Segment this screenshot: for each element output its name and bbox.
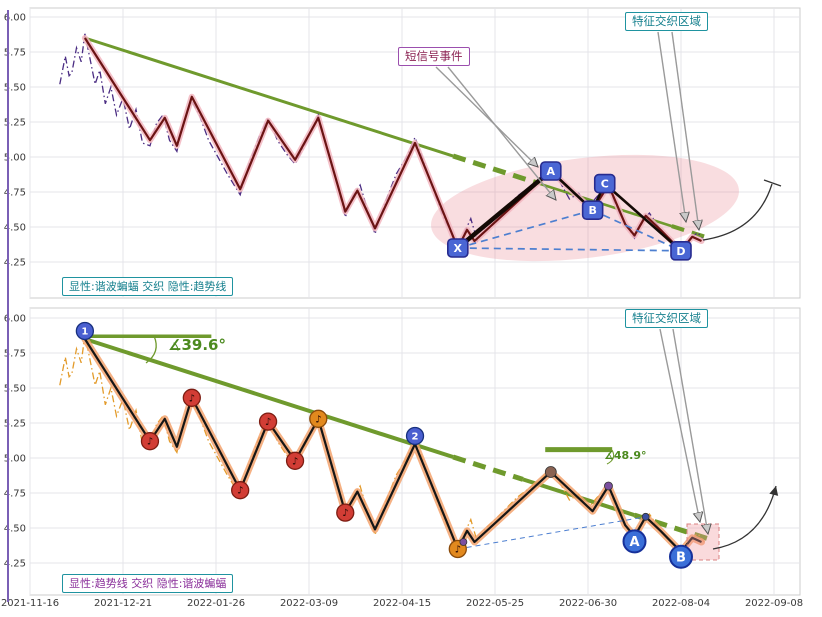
legend-bottom-panel: 显性:趋势线 交织 隐性:谐波蝙蝠	[62, 574, 234, 593]
trendline-segment	[633, 512, 715, 543]
annotation-arrow	[659, 328, 700, 522]
marker-text: 1	[81, 327, 88, 338]
annotation-arrow	[671, 31, 699, 230]
pattern-line	[603, 182, 683, 253]
pattern-label-text: X	[454, 242, 463, 255]
pattern-label-box	[593, 173, 616, 194]
curved-arrow-top	[702, 183, 773, 241]
pattern-point-circle	[669, 544, 693, 569]
angle-annotation-main: ∡39.6°	[168, 336, 226, 354]
marker-text: A	[629, 535, 639, 550]
hidden-pattern-dashed-line	[457, 516, 646, 550]
x-tick-label: 2022-01-26	[187, 598, 245, 609]
note-marker-circle	[336, 503, 355, 522]
annotation-arrow	[657, 31, 686, 222]
annotation-arrow	[672, 328, 708, 534]
y-tick-label: 6.00	[4, 13, 26, 24]
angle-arc	[145, 335, 157, 364]
left-accent-bar	[7, 10, 9, 602]
pattern-label-text: A	[547, 165, 556, 178]
y-tick-label: 4.75	[4, 188, 26, 199]
curved-arrow-endbar	[763, 179, 782, 187]
vertex-dot	[641, 512, 650, 521]
pattern-dashed-line	[457, 247, 682, 252]
y-tick-label: 5.00	[4, 153, 26, 164]
feature-zone-label-bottom: 特征交织区域	[625, 309, 708, 328]
sequence-number-circle	[75, 321, 95, 341]
pattern-label-text: B	[588, 204, 596, 217]
y-tick-label: 5.75	[4, 349, 26, 360]
y-tick-label: 4.25	[4, 559, 26, 570]
y-tick-label: 5.25	[4, 419, 26, 430]
trendline-segment	[452, 454, 524, 482]
y-tick-label: 5.75	[4, 48, 26, 59]
note-icon: ♪	[237, 486, 243, 497]
pattern-label-box	[670, 241, 692, 261]
trendline-segment	[84, 337, 454, 459]
pattern-line	[455, 168, 554, 251]
note-marker-circle	[285, 451, 305, 470]
annotation-arrow	[447, 66, 556, 200]
pattern-label-box	[581, 200, 604, 220]
sequence-number-circle	[405, 426, 425, 446]
marker-text: B	[676, 550, 686, 565]
trendline-segment	[84, 36, 454, 158]
pattern-point-circle	[622, 529, 647, 554]
note-marker-circle	[258, 412, 278, 431]
angle-annotation-secondary: ∡48.9°	[604, 449, 647, 462]
note-icon: ♪	[455, 545, 461, 556]
note-icon: ♪	[342, 508, 348, 519]
note-marker-circle	[231, 481, 250, 500]
x-tick-label: 2022-08-04	[652, 598, 710, 609]
marker-text: 2	[412, 432, 419, 443]
y-tick-label: 4.25	[4, 258, 26, 269]
x-tick-label: 2022-04-15	[373, 598, 431, 609]
trendline-segment	[452, 153, 538, 186]
pattern-label-box	[539, 161, 562, 181]
x-tick-label: 2022-06-30	[559, 598, 617, 609]
note-icon: ♪	[315, 414, 321, 425]
vertex-dot	[459, 538, 468, 546]
pattern-label-text: C	[601, 178, 609, 191]
angle-arc	[606, 449, 615, 465]
x-tick-label: 2022-03-09	[280, 598, 338, 609]
annotation-arrow	[435, 66, 538, 167]
y-tick-label: 5.25	[4, 118, 26, 129]
note-icon: ♪	[147, 437, 153, 448]
vertex-dot	[544, 466, 557, 478]
short-signal-label: 短信号事件	[398, 47, 470, 66]
note-marker-circle	[182, 388, 201, 407]
pattern-dashed-line	[592, 209, 682, 252]
x-tick-label: 2021-11-16	[1, 598, 59, 609]
y-tick-label: 6.00	[4, 314, 26, 325]
note-icon: ♪	[189, 393, 195, 404]
y-tick-label: 4.50	[4, 524, 26, 535]
x-tick-label: 2022-09-08	[745, 598, 803, 609]
note-icon: ♪	[292, 456, 298, 467]
pattern-label-text: D	[676, 245, 685, 258]
y-tick-label: 5.00	[4, 454, 26, 465]
note-marker-circle	[309, 409, 328, 428]
y-tick-label: 5.50	[4, 83, 26, 94]
feature-zone-label-top: 特征交织区域	[625, 12, 708, 31]
y-tick-label: 4.50	[4, 223, 26, 234]
pattern-label-box	[446, 238, 469, 258]
trendline-segment	[671, 224, 708, 240]
vertex-dot	[604, 481, 613, 491]
legend-top-panel: 显性:谐波蝙蝠 交织 隐性:趋势线	[62, 277, 234, 296]
curved-arrow-bottom	[712, 485, 779, 550]
note-marker-circle	[140, 432, 160, 451]
x-tick-label: 2021-12-21	[94, 598, 152, 609]
note-icon: ♪	[265, 417, 271, 428]
y-tick-label: 4.75	[4, 489, 26, 500]
y-tick-label: 5.50	[4, 384, 26, 395]
x-tick-label: 2022-05-25	[466, 598, 524, 609]
